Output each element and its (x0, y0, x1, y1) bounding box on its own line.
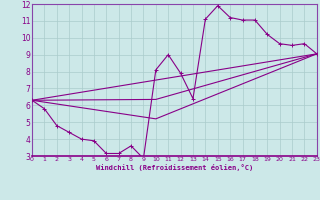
X-axis label: Windchill (Refroidissement éolien,°C): Windchill (Refroidissement éolien,°C) (96, 164, 253, 171)
